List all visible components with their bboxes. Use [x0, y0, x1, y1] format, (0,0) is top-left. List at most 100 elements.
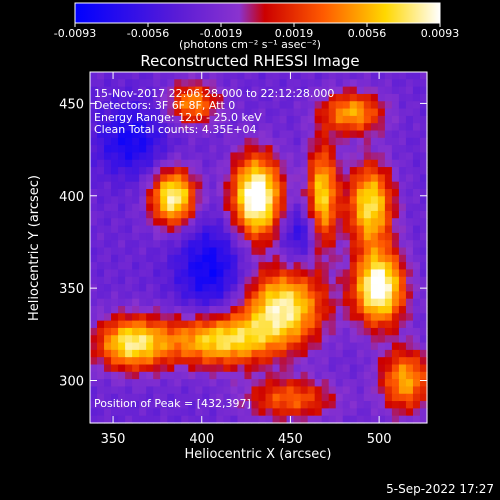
heatmap-cell [279, 130, 288, 139]
heatmap-cell [195, 181, 203, 190]
heatmap-cell [132, 408, 140, 417]
heatmap-cell [195, 167, 203, 175]
heatmap-cell [104, 167, 112, 175]
heatmap-cell [265, 225, 274, 234]
heatmap-cell [216, 72, 224, 80]
heatmap-cell [349, 152, 358, 161]
heatmap-cell [300, 189, 309, 197]
heatmap-cell [279, 115, 288, 124]
heatmap-cell [244, 101, 253, 110]
heatmap-cell [174, 342, 182, 351]
heatmap-cell [307, 196, 316, 205]
heatmap-cell [244, 86, 253, 95]
heatmap-cell [412, 167, 421, 175]
heatmap-cell [321, 130, 330, 139]
heatmap-cell [174, 379, 182, 388]
heatmap-cell [328, 86, 337, 95]
heatmap-cell [153, 298, 161, 307]
heatmap-cell [251, 320, 260, 329]
heatmap-cell [223, 196, 232, 205]
heatmap-cell [307, 115, 316, 124]
heatmap-cell [335, 123, 344, 132]
heatmap-cell [412, 269, 421, 278]
heatmap-cell [279, 108, 288, 117]
heatmap-cell [237, 298, 246, 307]
heatmap-cell [405, 108, 414, 117]
heatmap-cell [230, 262, 239, 271]
heatmap-cell [328, 115, 337, 124]
heatmap-cell [216, 371, 224, 380]
heatmap-cell [104, 123, 112, 132]
heatmap-cell [230, 210, 239, 219]
heatmap-cell [167, 364, 175, 373]
heatmap-cell [209, 393, 217, 402]
heatmap-cell [279, 357, 288, 366]
heatmap-cell [125, 284, 133, 292]
heatmap-cell [160, 320, 168, 329]
heatmap-cell [188, 291, 196, 300]
heatmap-cell [279, 225, 288, 234]
heatmap-cell [90, 306, 98, 314]
heatmap-cell [335, 86, 344, 95]
heatmap-cell [349, 232, 358, 241]
heatmap-cell [272, 152, 281, 161]
heatmap-cell [412, 393, 421, 402]
heatmap-cell [370, 415, 379, 424]
heatmap-cell [405, 218, 414, 227]
heatmap-cell [90, 342, 98, 351]
heatmap-cell [167, 174, 175, 183]
heatmap-cell [342, 240, 351, 249]
heatmap-cell [391, 93, 400, 102]
heatmap-cell [181, 269, 189, 278]
heatmap-cell [125, 254, 133, 263]
heatmap-cell [132, 79, 140, 88]
heatmap-cell [118, 364, 126, 373]
heatmap-cell [419, 152, 428, 161]
heatmap-cell [125, 408, 133, 417]
heatmap-cell [398, 167, 407, 175]
heatmap-cell [153, 342, 161, 351]
heatmap-cell [111, 335, 119, 344]
heatmap-cell [104, 364, 112, 373]
heatmap-cell [202, 313, 210, 322]
heatmap-cell [174, 262, 182, 271]
heatmap-cell [258, 101, 267, 110]
heatmap-cell [300, 349, 309, 358]
heatmap-cell [132, 349, 140, 358]
heatmap-cell [286, 167, 295, 175]
heatmap-cell [139, 159, 147, 168]
heatmap-cell [307, 130, 316, 139]
heatmap-cell [377, 393, 386, 402]
heatmap-cell [209, 159, 217, 168]
heatmap-cell [279, 79, 288, 88]
heatmap-cell [293, 159, 302, 168]
heatmap-cell [307, 364, 316, 373]
heatmap-cell [265, 115, 274, 124]
heatmap-cell [370, 357, 379, 366]
heatmap-cell [265, 306, 274, 314]
heatmap-cell [398, 152, 407, 161]
heatmap-cell [139, 269, 147, 278]
heatmap-cell [209, 240, 217, 249]
heatmap-cell [181, 386, 189, 395]
heatmap-cell [391, 108, 400, 117]
x-tick-label: 400 [189, 432, 214, 447]
heatmap-cell [258, 254, 267, 263]
heatmap-cell [160, 159, 168, 168]
heatmap-cell [314, 196, 323, 205]
heatmap-cell [398, 342, 407, 351]
heatmap-cell [314, 298, 323, 307]
heatmap-cell [97, 225, 105, 234]
heatmap-cell [230, 269, 239, 278]
heatmap-cell [363, 210, 372, 219]
heatmap-cell [272, 181, 281, 190]
heatmap-cell [153, 371, 161, 380]
heatmap-cell [342, 269, 351, 278]
heatmap-cell [363, 152, 372, 161]
heatmap-cell [237, 93, 246, 102]
heatmap-cell [195, 247, 203, 256]
heatmap-cell [209, 79, 217, 88]
heatmap-cell [286, 232, 295, 241]
heatmap-cell [153, 379, 161, 388]
heatmap-cell [412, 218, 421, 227]
